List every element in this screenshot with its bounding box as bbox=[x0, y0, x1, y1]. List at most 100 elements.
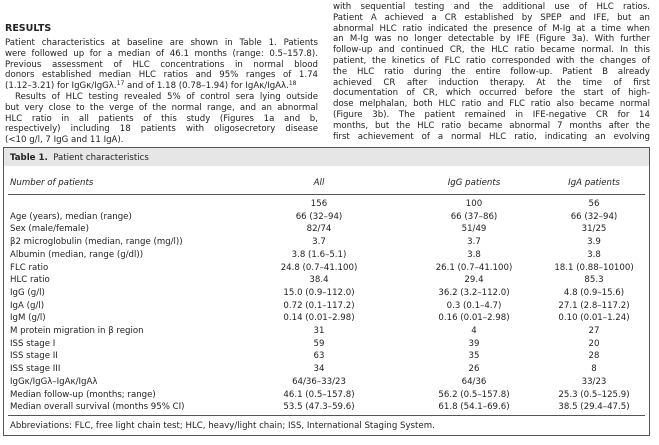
table-cell: 27.1 (2.8–117.2) bbox=[558, 300, 630, 311]
text-run: dose melphalan, both HLC ratio and FLC r… bbox=[333, 99, 650, 110]
table-cell: 46.1 (0.5–157.8) bbox=[283, 389, 355, 400]
text-line: HLC ratio in all patients of this study … bbox=[5, 114, 318, 124]
table-cell: 31/25 bbox=[581, 224, 607, 235]
text-run: (<10 g/l, 7 IgG and 11 IgA). bbox=[5, 135, 124, 146]
text-line: the HLC ratio during the entire follow-u… bbox=[333, 67, 650, 77]
text-line: months, but the HLC ratio became abnorma… bbox=[333, 121, 650, 131]
table-title-band bbox=[4, 148, 649, 166]
text-run: Results of HLC testing revealed 5% of co… bbox=[15, 92, 318, 102]
table-cell: 31 bbox=[313, 326, 325, 336]
table-cell: 51/49 bbox=[461, 224, 487, 235]
row-label: Age (years), median (range) bbox=[10, 211, 132, 222]
text-run: and of 1.18 (0.78–1.94) for IgAκ/IgAλ. bbox=[124, 81, 289, 92]
text-run: months, but the HLC ratio became abnorma… bbox=[333, 120, 650, 131]
table-cell: 3.8 (1.6–5.1) bbox=[291, 249, 347, 260]
text-line: follow-up and continued CR, the HLC rati… bbox=[333, 45, 650, 55]
text-line: but very close to the verge of the norma… bbox=[5, 103, 318, 113]
table-cell: 33/23 bbox=[581, 376, 607, 387]
table-cell: 82/74 bbox=[306, 224, 332, 235]
table-cell: 38.5 (29.4–47.5) bbox=[558, 402, 630, 413]
text-line: respectively) including 18 patients with… bbox=[5, 124, 318, 134]
text-line: were followed up for a median of 46.1 mo… bbox=[5, 49, 318, 59]
text-run: donors established median HLC ratios and… bbox=[5, 70, 318, 81]
table-cell: 56 bbox=[588, 199, 600, 209]
table-cell: 64/36–33/23 bbox=[292, 376, 346, 387]
text-run: with sequential testing and the addition… bbox=[333, 2, 650, 12]
table-cell: 66 (37–86) bbox=[450, 211, 498, 222]
table-cell: 25.3 (0.5–125.9) bbox=[558, 389, 630, 400]
row-label: IgG (g/l) bbox=[10, 287, 45, 298]
row-label: Median overall survival (months 95% CI) bbox=[10, 402, 185, 413]
text-run: but very close to the verge of the norma… bbox=[5, 102, 318, 113]
text-run: were followed up for a median of 46.1 mo… bbox=[5, 48, 318, 59]
text-line: Patient characteristics at baseline are … bbox=[5, 38, 318, 48]
row-label: Sex (male/female) bbox=[10, 224, 89, 235]
table-cell: 18.1 (0.88–10100) bbox=[554, 262, 634, 273]
table-caption: Patient characteristics bbox=[53, 153, 149, 163]
table-cell: 8 bbox=[591, 364, 597, 375]
row-label: HLC ratio bbox=[10, 275, 50, 286]
row-label: ISS stage I bbox=[10, 338, 56, 349]
table-cell: 27 bbox=[588, 326, 600, 336]
table-cell: 0.72 (0.1–117.2) bbox=[283, 300, 355, 311]
table-cell: 66 (32–94) bbox=[570, 211, 618, 222]
table-cell: 38.4 bbox=[309, 275, 329, 286]
column-header: Number of patients bbox=[10, 178, 94, 188]
table-cell: 34 bbox=[313, 364, 325, 375]
table-cell: 24.8 (0.7–41.100) bbox=[280, 262, 358, 273]
row-label: ISS stage II bbox=[10, 351, 58, 362]
table-cell: 39 bbox=[468, 338, 480, 349]
text-run: Patient A achieved a CR established by S… bbox=[333, 12, 650, 23]
text-run: (1.12–3.21) for IgGκ/IgGλ. bbox=[5, 81, 117, 92]
table-cell: 3.8 bbox=[587, 249, 601, 260]
table-cell: 26.1 (0.7–41.100) bbox=[435, 262, 513, 273]
text-line: Previous assessment of HLC concentration… bbox=[5, 60, 318, 70]
text-line: donors established median HLC ratios and… bbox=[5, 70, 318, 80]
text-run: patient, the kinetics of FLC ratio corre… bbox=[333, 56, 650, 66]
text-line: (Figure 3b). The patient remained in IFE… bbox=[333, 110, 650, 120]
table-cell: 0.3 (0.1–4.7) bbox=[446, 300, 502, 311]
table-cell: 15.0 (0.9–112.0) bbox=[283, 287, 355, 298]
text-line: with sequential testing and the addition… bbox=[333, 2, 650, 12]
table-cell: 66 (32–94) bbox=[295, 211, 343, 222]
text-run: (Figure 3b). The patient remained in IFE… bbox=[333, 110, 650, 120]
text-run: first achievement of a normal HLC ratio,… bbox=[333, 131, 650, 142]
table-cell: 100 bbox=[465, 199, 483, 209]
text-run: documentation of CR, which occurred befo… bbox=[333, 88, 650, 99]
table-cell: 35 bbox=[468, 351, 480, 362]
row-label: FLC ratio bbox=[10, 262, 49, 273]
text-run: abnormal HLC ratio indicated the presenc… bbox=[333, 23, 650, 34]
row-label: M protein migration in β region bbox=[10, 326, 144, 336]
section-heading: RESULTS bbox=[5, 23, 52, 34]
table-cell: 4 bbox=[471, 326, 477, 336]
text-run: HLC ratio in all patients of this study … bbox=[5, 113, 318, 124]
table-cell: 26 bbox=[468, 364, 480, 375]
table-cell: 56.2 (0.5–157.8) bbox=[438, 389, 510, 400]
bottom-rule bbox=[8, 415, 645, 416]
table-cell: 36.2 (3.2–112.0) bbox=[438, 287, 510, 298]
text-line: (1.12–3.21) for IgGκ/IgGλ.17 and of 1.18… bbox=[5, 80, 318, 92]
table: Table 1. Patient characteristics Number … bbox=[3, 147, 650, 436]
row-label: Albumin (median, range (g/dl)) bbox=[10, 249, 144, 260]
table-cell: 0.10 (0.01–1.24) bbox=[558, 313, 630, 324]
table-footnote: Abbreviations: FLC, free light chain tes… bbox=[10, 421, 435, 431]
text-line: an M-Ig was no longer detectable by IFE … bbox=[333, 34, 650, 44]
text-run: achieved CR after induction therapy. At … bbox=[333, 77, 650, 88]
row-label: IgA (g/l) bbox=[10, 300, 45, 311]
text-run: follow-up and continued CR, the HLC rati… bbox=[333, 45, 650, 56]
column-header: All bbox=[313, 178, 325, 188]
row-label: Median follow-up (months; range) bbox=[10, 389, 156, 400]
text-run: respectively) including 18 patients with… bbox=[5, 124, 318, 135]
row-label: IgM (g/l) bbox=[10, 313, 46, 324]
text-line: patient, the kinetics of FLC ratio corre… bbox=[333, 56, 650, 66]
row-label: β2 microglobulin (median, range (mg/l)) bbox=[10, 237, 183, 248]
table-cell: 61.8 (54.1–69.6) bbox=[438, 402, 510, 413]
table-cell: 53.5 (47.3–59.6) bbox=[283, 402, 355, 413]
table-cell: 0.14 (0.01–2.98) bbox=[283, 313, 355, 324]
text-line: Results of HLC testing revealed 5% of co… bbox=[15, 92, 318, 102]
citation: 17 bbox=[116, 80, 125, 88]
table-cell: 3.7 bbox=[467, 237, 481, 248]
table-title: Table 1. Patient characteristics bbox=[10, 153, 149, 163]
table-cell: 156 bbox=[310, 199, 328, 209]
table-cell: 0.16 (0.01–2.98) bbox=[438, 313, 510, 324]
